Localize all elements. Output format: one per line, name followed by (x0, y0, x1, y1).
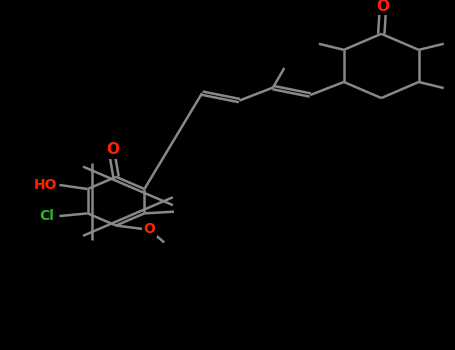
Text: HO: HO (34, 178, 57, 192)
Text: O: O (143, 222, 155, 236)
Text: Cl: Cl (39, 209, 54, 223)
Text: O: O (376, 0, 389, 14)
Text: O: O (106, 142, 119, 157)
